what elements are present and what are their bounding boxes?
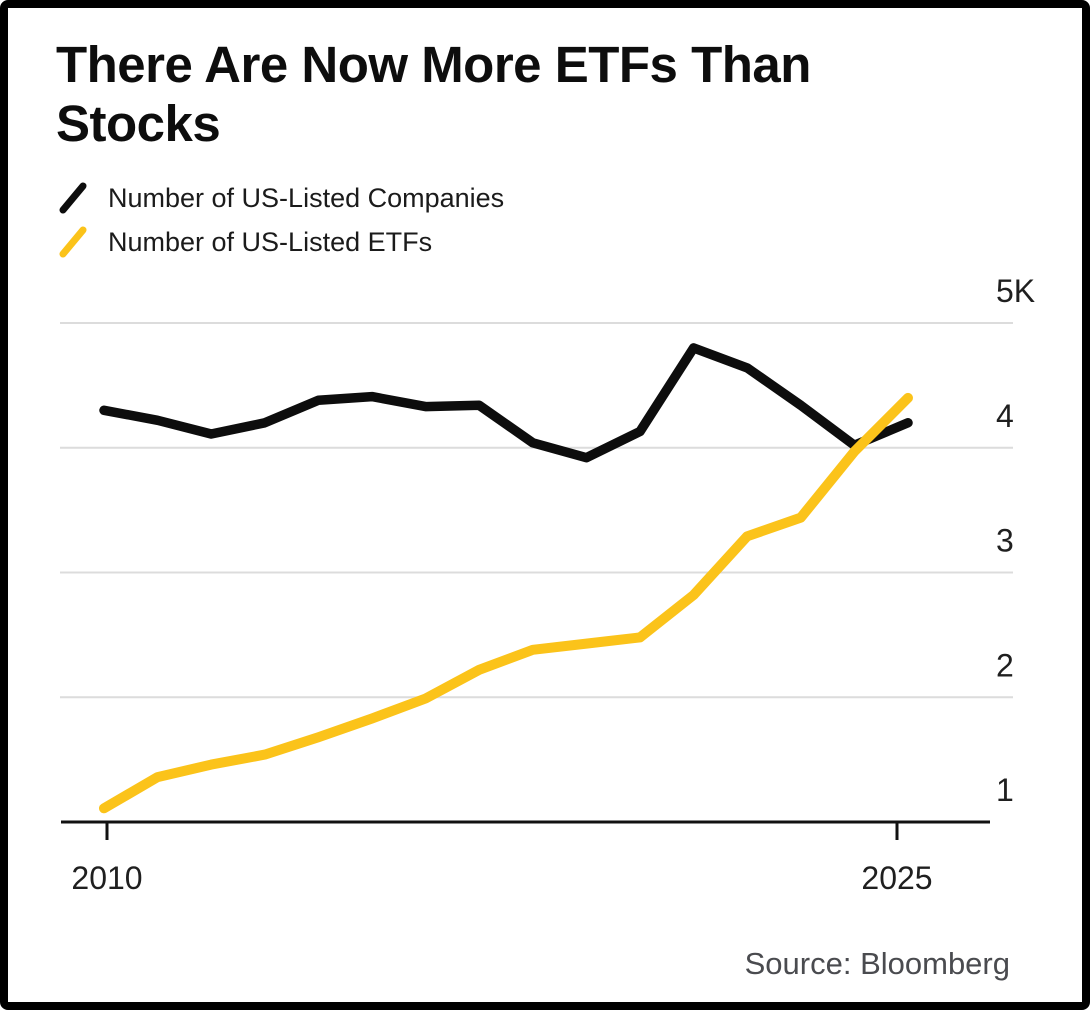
legend: Number of US-Listed Companies Number of … <box>58 181 504 269</box>
etfs-line <box>99 392 913 814</box>
source-note: Source: Bloomberg <box>744 946 1010 981</box>
legend-label-companies: Number of US-Listed Companies <box>108 182 505 213</box>
x-axis-label: 2025 <box>861 860 932 896</box>
legend-item-companies: Number of US-Listed Companies <box>58 181 504 215</box>
chart-title-line1: There Are Now More ETFs Than <box>56 36 811 93</box>
legend-label-etfs: Number of US-Listed ETFs <box>108 226 433 257</box>
etfs-line-swatch-icon <box>59 226 87 258</box>
y-axis-label: 5K <box>996 273 1035 309</box>
companies-line-swatch-icon <box>59 182 87 214</box>
x-axis-label: 2010 <box>71 860 142 896</box>
chart-title: There Are Now More ETFs Than Stocks <box>56 35 811 153</box>
companies-line <box>99 343 913 463</box>
y-axis-label: 2 <box>996 647 1014 683</box>
legend-item-etfs: Number of US-Listed ETFs <box>58 225 504 259</box>
chart-title-line2: Stocks <box>56 95 221 152</box>
y-axis-label: 4 <box>996 398 1014 434</box>
y-axis-label: 3 <box>996 523 1014 559</box>
y-axis-label: 1 <box>996 772 1014 808</box>
